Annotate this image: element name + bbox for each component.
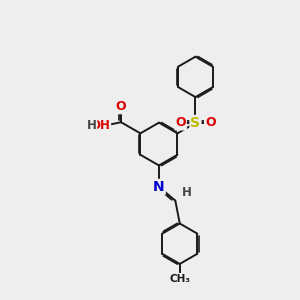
Text: H: H [182,186,191,199]
Text: O: O [205,116,216,130]
Text: OH: OH [90,119,110,132]
Text: N: N [153,180,165,194]
Text: CH₃: CH₃ [169,274,190,284]
Text: H: H [86,119,96,132]
Text: S: S [190,116,200,130]
Text: O: O [175,116,186,130]
Text: O: O [116,100,126,113]
